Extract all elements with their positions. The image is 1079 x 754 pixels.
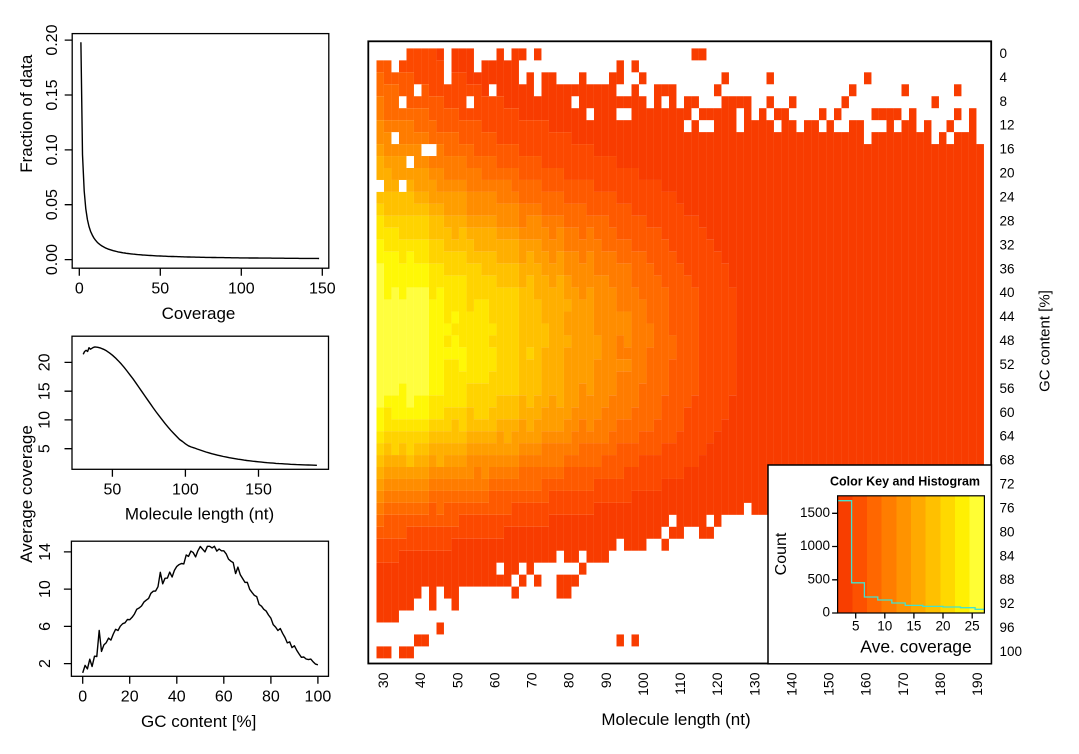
svg-text:20: 20 xyxy=(1000,166,1015,181)
svg-text:48: 48 xyxy=(1000,333,1015,348)
svg-text:4: 4 xyxy=(1000,70,1008,85)
svg-text:GC content [%]: GC content [%] xyxy=(1036,290,1053,392)
svg-text:130: 130 xyxy=(746,672,762,696)
svg-text:36: 36 xyxy=(1000,261,1015,276)
svg-text:80: 80 xyxy=(561,672,577,688)
svg-text:56: 56 xyxy=(1000,381,1015,396)
svg-text:10: 10 xyxy=(37,411,54,429)
svg-text:70: 70 xyxy=(524,672,540,688)
svg-text:0: 0 xyxy=(78,689,87,706)
svg-text:120: 120 xyxy=(709,672,725,696)
svg-text:150: 150 xyxy=(245,482,272,499)
svg-text:Ave. coverage: Ave. coverage xyxy=(860,637,972,657)
svg-text:500: 500 xyxy=(807,571,830,586)
svg-text:110: 110 xyxy=(672,672,688,695)
svg-text:8: 8 xyxy=(1000,94,1008,109)
svg-text:Coverage: Coverage xyxy=(162,304,236,323)
svg-text:15: 15 xyxy=(906,619,921,634)
svg-text:10: 10 xyxy=(37,580,54,598)
svg-text:0: 0 xyxy=(75,281,84,298)
svg-text:20: 20 xyxy=(121,689,139,706)
svg-text:60: 60 xyxy=(487,672,503,688)
svg-text:28: 28 xyxy=(1000,213,1015,228)
svg-text:60: 60 xyxy=(215,689,233,706)
svg-text:100: 100 xyxy=(228,281,255,298)
svg-text:150: 150 xyxy=(309,281,336,298)
svg-text:5: 5 xyxy=(37,444,54,453)
svg-text:68: 68 xyxy=(1000,453,1015,468)
svg-text:80: 80 xyxy=(262,689,280,706)
svg-text:190: 190 xyxy=(969,672,985,696)
svg-text:100: 100 xyxy=(635,672,651,696)
svg-text:140: 140 xyxy=(784,672,800,696)
svg-text:170: 170 xyxy=(895,672,911,696)
svg-text:180: 180 xyxy=(932,672,948,696)
svg-text:5: 5 xyxy=(852,619,860,634)
svg-text:Molecule length (nt): Molecule length (nt) xyxy=(125,505,274,524)
svg-text:GC content [%]: GC content [%] xyxy=(141,712,256,731)
svg-text:40: 40 xyxy=(168,689,186,706)
svg-text:0: 0 xyxy=(1000,46,1008,61)
svg-text:84: 84 xyxy=(1000,548,1016,563)
svg-text:6: 6 xyxy=(37,622,54,631)
svg-text:40: 40 xyxy=(412,672,428,688)
svg-text:Count: Count xyxy=(773,532,790,575)
svg-text:10: 10 xyxy=(877,619,892,634)
svg-text:40: 40 xyxy=(1000,285,1015,300)
svg-text:0.20: 0.20 xyxy=(44,24,61,55)
svg-text:12: 12 xyxy=(1000,118,1015,133)
svg-text:32: 32 xyxy=(1000,237,1015,252)
svg-text:96: 96 xyxy=(1000,620,1015,635)
svg-text:64: 64 xyxy=(1000,429,1016,444)
svg-text:16: 16 xyxy=(1000,142,1015,157)
svg-text:30: 30 xyxy=(375,672,391,688)
svg-text:60: 60 xyxy=(1000,405,1015,420)
svg-text:0.05: 0.05 xyxy=(44,189,61,220)
svg-text:Molecule length (nt): Molecule length (nt) xyxy=(601,710,750,729)
svg-text:0.15: 0.15 xyxy=(44,79,61,110)
svg-text:2: 2 xyxy=(37,659,54,668)
svg-text:52: 52 xyxy=(1000,357,1015,372)
svg-text:1000: 1000 xyxy=(800,538,830,553)
svg-text:24: 24 xyxy=(1000,189,1016,204)
svg-text:88: 88 xyxy=(1000,572,1015,587)
svg-text:50: 50 xyxy=(151,281,169,298)
svg-text:0.10: 0.10 xyxy=(44,134,61,165)
svg-text:100: 100 xyxy=(305,689,332,706)
svg-text:90: 90 xyxy=(598,672,614,688)
svg-text:Average coverage: Average coverage xyxy=(17,425,36,563)
svg-text:25: 25 xyxy=(965,619,980,634)
svg-text:100: 100 xyxy=(172,482,199,499)
svg-text:50: 50 xyxy=(449,672,465,688)
svg-text:20: 20 xyxy=(37,353,54,371)
svg-text:50: 50 xyxy=(104,482,122,499)
svg-text:Fraction of data: Fraction of data xyxy=(17,54,36,173)
svg-text:44: 44 xyxy=(1000,309,1016,324)
svg-text:150: 150 xyxy=(821,672,837,696)
svg-text:160: 160 xyxy=(858,672,874,696)
svg-text:72: 72 xyxy=(1000,476,1015,491)
svg-text:0: 0 xyxy=(822,605,830,620)
svg-text:15: 15 xyxy=(37,382,54,400)
svg-text:80: 80 xyxy=(1000,524,1015,539)
svg-text:20: 20 xyxy=(935,619,950,634)
svg-text:92: 92 xyxy=(1000,596,1015,611)
svg-text:Color Key and Histogram: Color Key and Histogram xyxy=(830,475,980,489)
svg-text:14: 14 xyxy=(37,543,54,561)
svg-text:76: 76 xyxy=(1000,500,1015,515)
svg-text:0.00: 0.00 xyxy=(44,244,61,275)
svg-text:100: 100 xyxy=(1000,644,1023,659)
svg-text:1500: 1500 xyxy=(800,505,830,520)
